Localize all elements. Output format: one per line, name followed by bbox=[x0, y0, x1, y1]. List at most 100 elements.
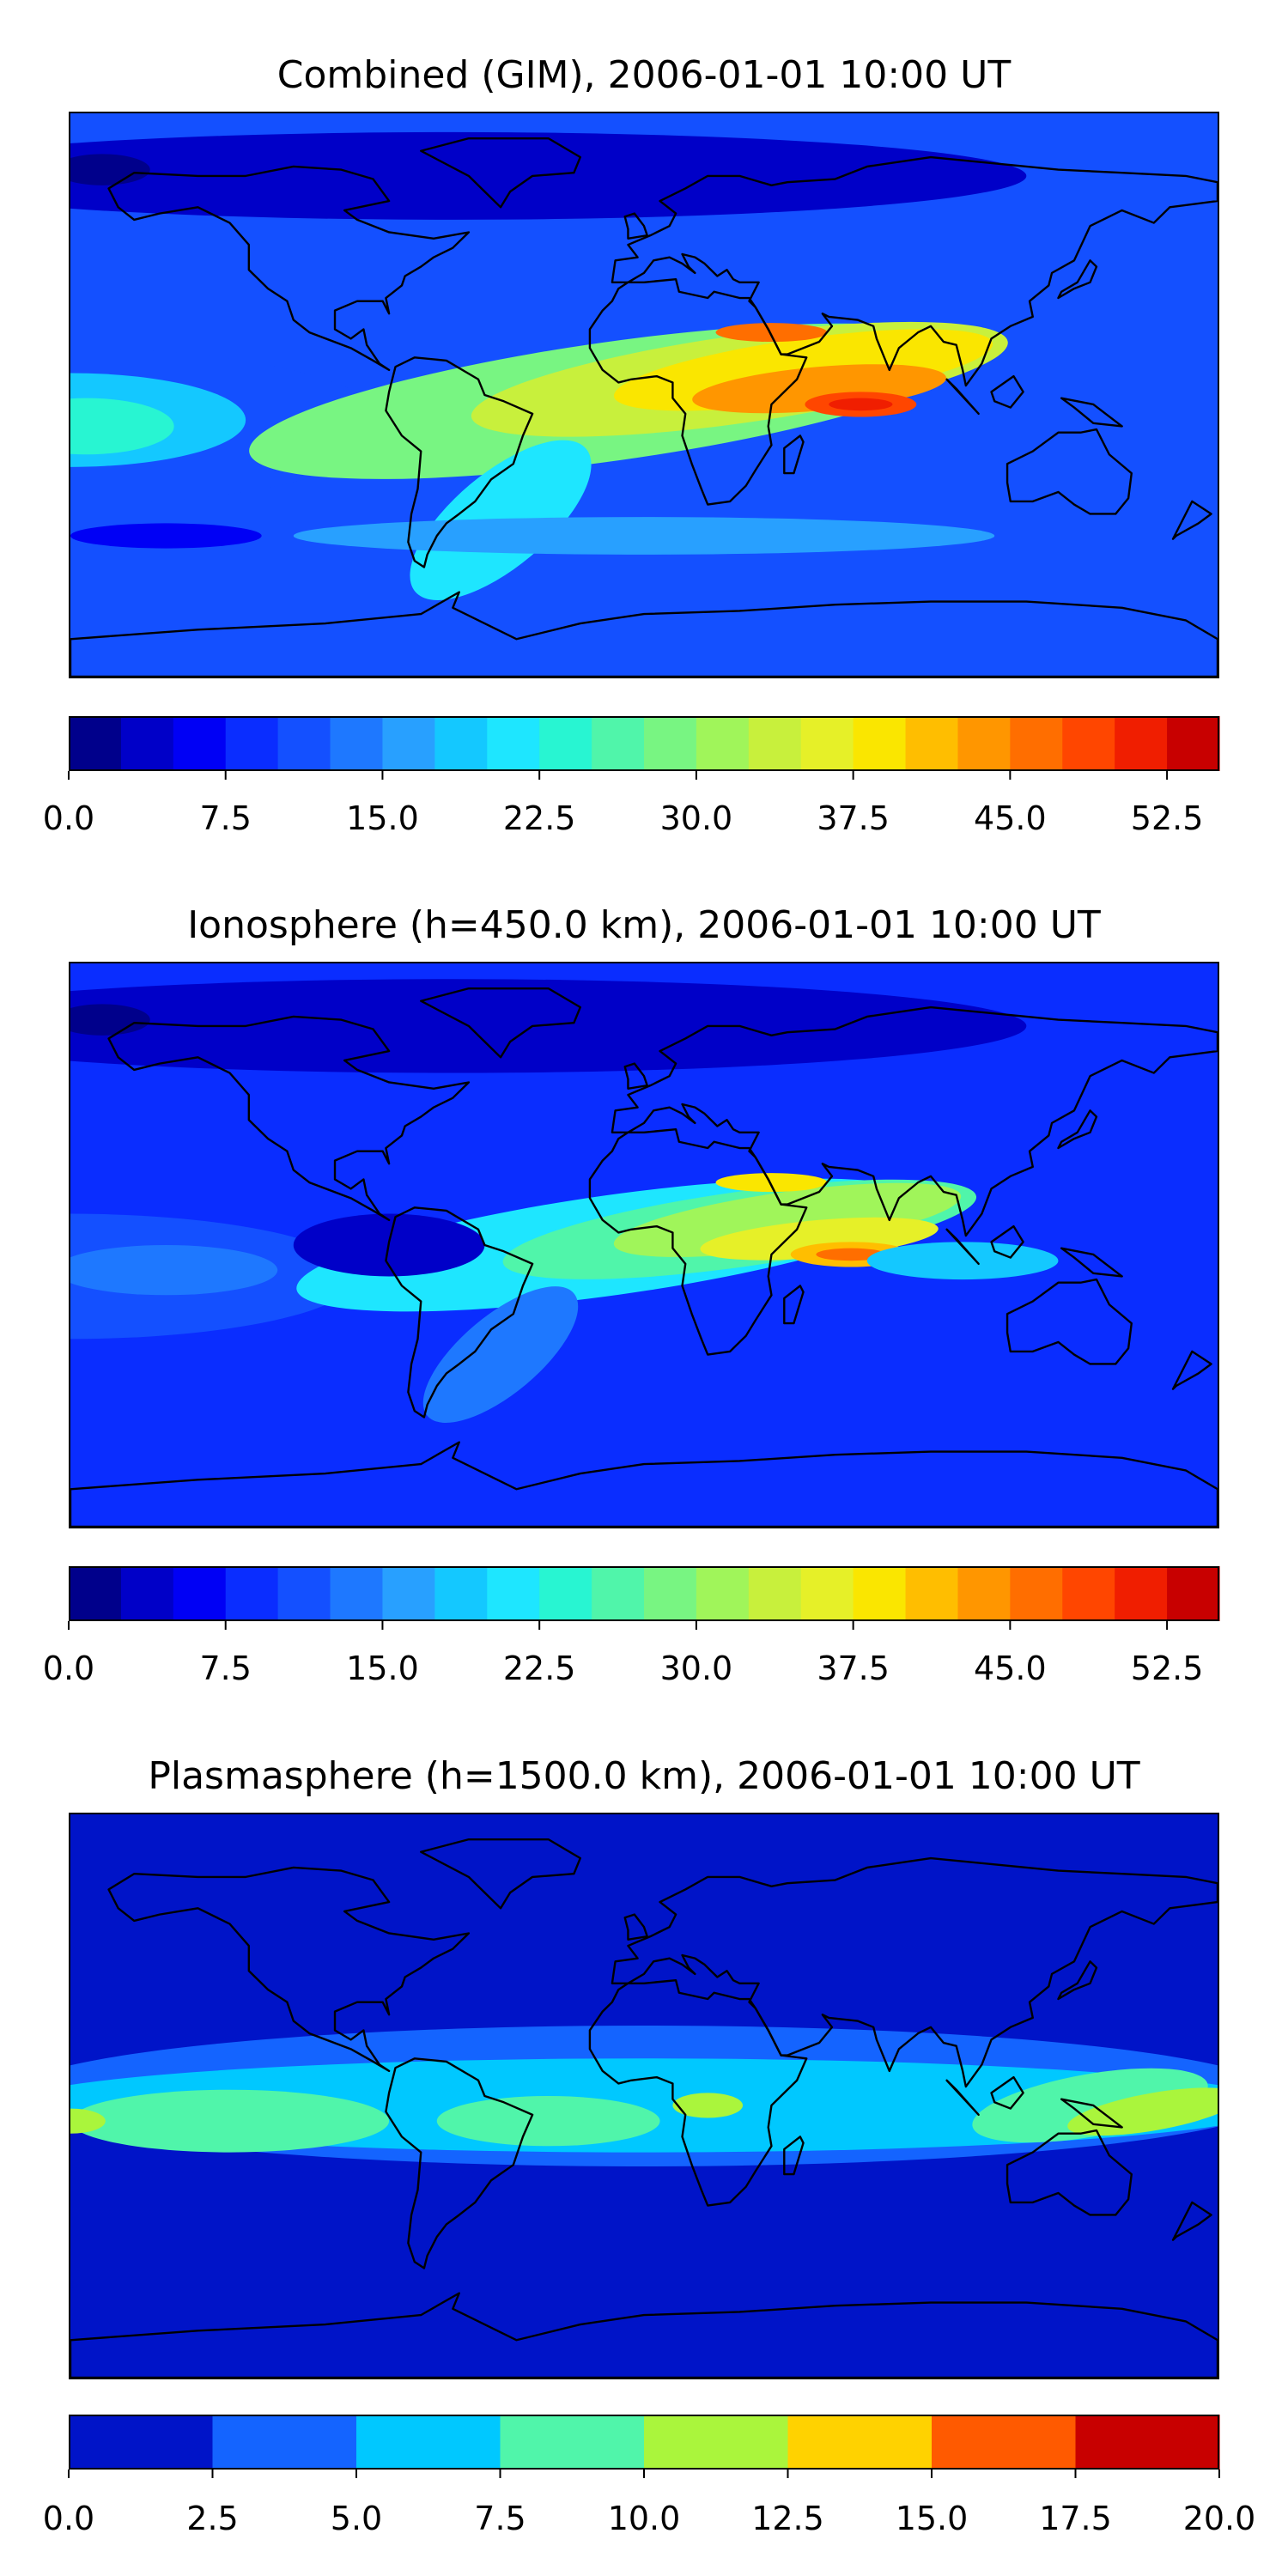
coastlines bbox=[70, 987, 1218, 1527]
coastline-outline bbox=[783, 434, 805, 475]
colorbar-swatch bbox=[1115, 1566, 1168, 1621]
colorbar-swatch bbox=[539, 1566, 592, 1621]
field-contour bbox=[70, 2108, 106, 2134]
coastlines bbox=[70, 137, 1218, 677]
colorbar-swatch bbox=[1075, 2415, 1220, 2470]
field-contour bbox=[70, 523, 262, 549]
map-svg bbox=[70, 1814, 1218, 2378]
colorbar-tick-label: 22.5 bbox=[502, 799, 576, 837]
field-contour bbox=[866, 1242, 1059, 1280]
colorbar-tick-label: 5.0 bbox=[330, 2500, 383, 2537]
colorbar-svg bbox=[68, 716, 1220, 780]
field-contour bbox=[436, 2096, 660, 2147]
colorbar-tick-label: 20.0 bbox=[1182, 2500, 1256, 2537]
field-contour bbox=[70, 131, 1027, 220]
colorbar-swatch bbox=[382, 1566, 435, 1621]
colorbar-swatch bbox=[120, 1566, 174, 1621]
colorbar-swatch bbox=[957, 1566, 1011, 1621]
coastline-outline bbox=[611, 1005, 1218, 1237]
map-svg bbox=[70, 113, 1218, 677]
colorbar-swatch bbox=[225, 716, 279, 771]
coastline-outline bbox=[70, 2292, 1218, 2378]
colorbar-swatch bbox=[1167, 716, 1220, 771]
colorbar-swatch bbox=[69, 716, 122, 771]
coastline-outline bbox=[783, 1285, 805, 1325]
colorbar-border bbox=[69, 1566, 1219, 1621]
panel-2-title: Ionosphere (h=450.0 km), 2006-01-01 10:0… bbox=[187, 903, 1101, 947]
colorbar-border bbox=[69, 2415, 1219, 2470]
colorbar-swatch bbox=[1062, 716, 1115, 771]
colorbar-swatch bbox=[905, 1566, 959, 1621]
colorbar-tick-label: 45.0 bbox=[974, 799, 1047, 837]
panel-1-colorbar-ticks: 0.0 7.5 15.0 22.5 30.0 37.5 45.0 52.5 bbox=[43, 799, 1219, 841]
panel-3-map bbox=[69, 1813, 1219, 2379]
colorbar-swatch bbox=[748, 716, 802, 771]
colorbar-swatch bbox=[212, 2415, 357, 2470]
colorbar-swatch bbox=[500, 2415, 645, 2470]
colorbar-swatch bbox=[1010, 1566, 1063, 1621]
colorbar-swatch bbox=[539, 716, 592, 771]
colorbar-tick-label: 0.0 bbox=[42, 2500, 95, 2537]
coastlines bbox=[70, 1838, 1218, 2378]
field-contour bbox=[422, 1286, 579, 1423]
colorbar-swatch bbox=[356, 2415, 501, 2470]
coastline-outline bbox=[1005, 1278, 1133, 1365]
coastline-outline bbox=[623, 1913, 648, 1941]
colorbar-swatch bbox=[800, 716, 854, 771]
colorbar-swatch bbox=[932, 2415, 1077, 2470]
coastline-outline bbox=[1057, 1109, 1098, 1150]
field-contour bbox=[70, 1004, 150, 1036]
colorbar-swatch bbox=[487, 1566, 540, 1621]
panel-3-title: Plasmasphere (h=1500.0 km), 2006-01-01 1… bbox=[148, 1754, 1140, 1798]
coastline-outline bbox=[783, 2136, 805, 2176]
coastline-outline bbox=[1171, 2201, 1212, 2241]
colorbar-swatch bbox=[173, 1566, 227, 1621]
panel-3-colorbar bbox=[68, 2415, 1220, 2478]
colorbar-svg bbox=[68, 1566, 1220, 1630]
panel-2-map bbox=[69, 962, 1219, 1528]
colorbar-tick-label: 30.0 bbox=[659, 799, 733, 837]
colorbar-tick-label: 52.5 bbox=[1130, 1649, 1204, 1687]
colorbar-swatch bbox=[644, 2415, 789, 2470]
colorbar-tick-label: 10.0 bbox=[607, 2500, 681, 2537]
field-contour bbox=[70, 398, 174, 455]
colorbar-swatch bbox=[382, 716, 435, 771]
coastline-outline bbox=[945, 2079, 980, 2117]
colorbar-tick-label: 15.0 bbox=[346, 1649, 419, 1687]
colorbar-tick-label: 0.0 bbox=[42, 1649, 95, 1687]
colorbar-swatch bbox=[277, 1566, 331, 1621]
coastline-outline bbox=[385, 2057, 534, 2269]
coastline-outline bbox=[107, 1015, 471, 1222]
colorbar-swatch bbox=[330, 1566, 384, 1621]
colorbar-swatch bbox=[644, 1566, 697, 1621]
colorbar-swatch bbox=[487, 716, 540, 771]
colorbar-swatch bbox=[787, 2415, 933, 2470]
panel-1-map bbox=[69, 112, 1219, 678]
colorbar-swatch bbox=[644, 716, 697, 771]
colorbar-swatch bbox=[853, 1566, 907, 1621]
colorbar-tick-label: 15.0 bbox=[346, 799, 419, 837]
panel-2-colorbar bbox=[68, 1566, 1220, 1630]
coastline-outline bbox=[1171, 500, 1212, 540]
field-contour bbox=[70, 2089, 390, 2153]
colorbar-tick-label: 0.0 bbox=[42, 799, 95, 837]
coastline-outline bbox=[1060, 1247, 1123, 1278]
coastline-outline bbox=[1060, 397, 1123, 428]
field-contour bbox=[70, 154, 150, 185]
coastline-outline bbox=[588, 277, 808, 506]
colorbar-tick-label: 22.5 bbox=[502, 1649, 576, 1687]
colorbar-swatch bbox=[225, 1566, 279, 1621]
colorbar-tick-label: 15.0 bbox=[895, 2500, 969, 2537]
colorbar-swatch bbox=[853, 716, 907, 771]
colorbar-border bbox=[69, 716, 1219, 771]
colorbar-tick-label: 30.0 bbox=[659, 1649, 733, 1687]
colorbar-tick-label: 37.5 bbox=[817, 799, 890, 837]
coastline-outline bbox=[70, 1441, 1218, 1527]
field-contour bbox=[715, 323, 828, 343]
colorbar-swatch bbox=[69, 2415, 214, 2470]
colorbar-tick-label: 37.5 bbox=[817, 1649, 890, 1687]
coastline-outline bbox=[1060, 2098, 1123, 2129]
colorbar-swatch bbox=[277, 716, 331, 771]
colorbar-swatch bbox=[173, 716, 227, 771]
coastline-outline bbox=[990, 374, 1024, 409]
